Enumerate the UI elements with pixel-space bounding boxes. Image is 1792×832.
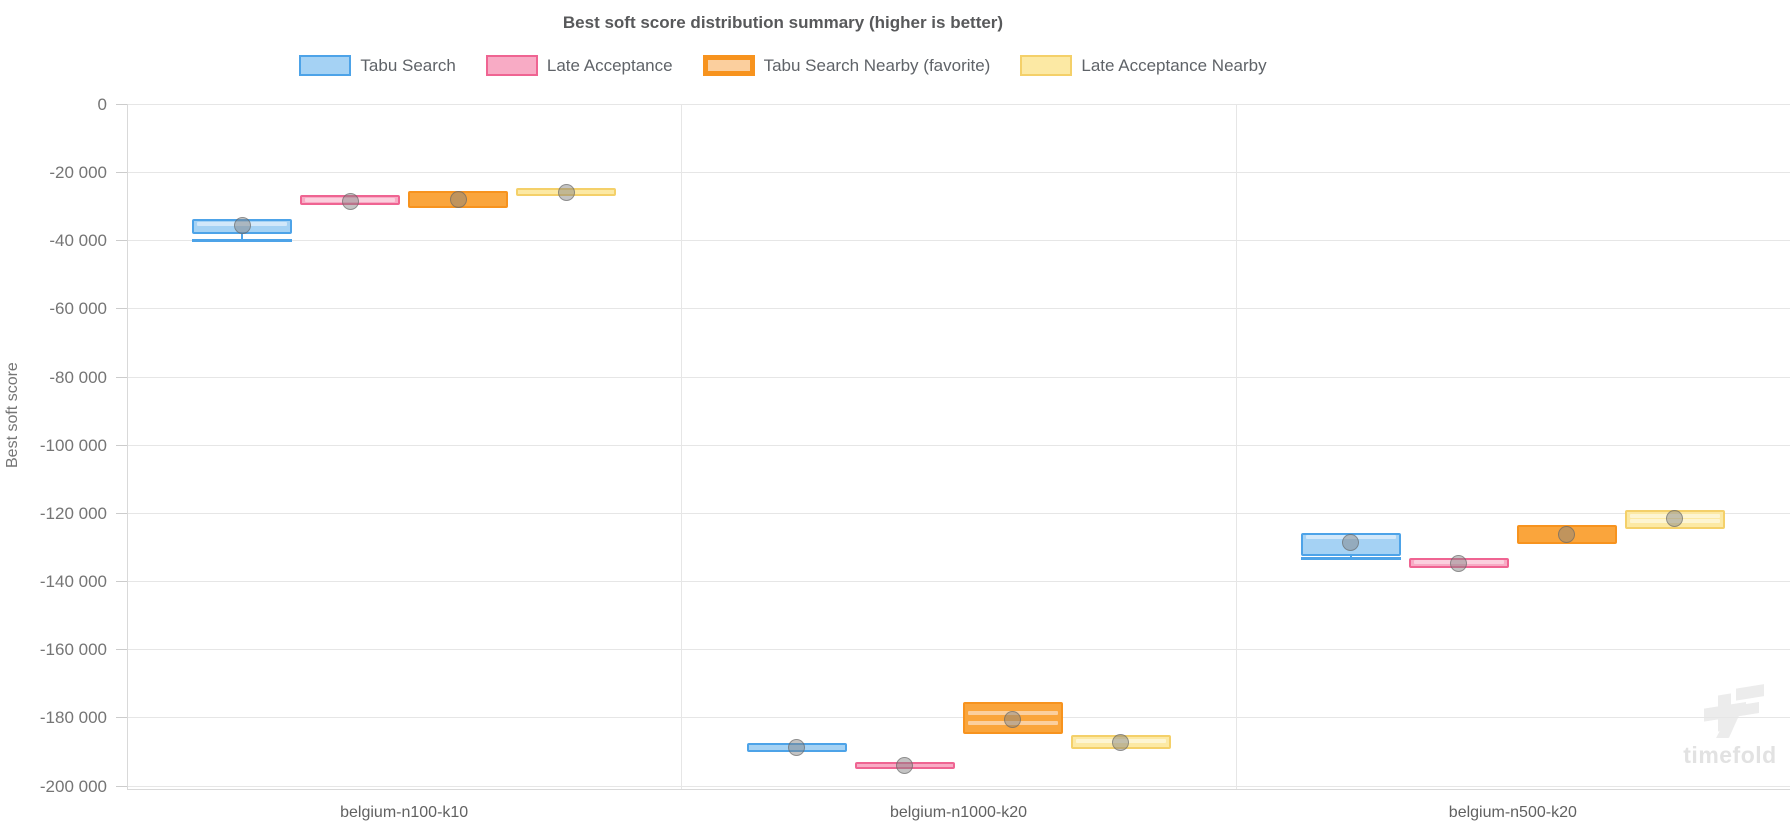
y-gridline — [127, 581, 1790, 583]
timefold-watermark: timefold — [1672, 676, 1788, 772]
legend-swatch-tabu-search-nearby-icon — [702, 55, 755, 76]
y-tick-label: -200 000 — [39, 776, 107, 796]
chart-header: Best soft score distribution summary (hi… — [0, 0, 1566, 81]
x-category-label: belgium-n500-k20 — [1448, 804, 1577, 821]
legend-label: Late Acceptance — [546, 55, 673, 75]
mean-dot-late-acceptance-belgium-n500-k20[interactable] — [1450, 554, 1468, 572]
y-gridline — [127, 444, 1790, 446]
box-min-line — [192, 238, 293, 242]
mean-dot-tabu-search-nearby-belgium-n500-k20[interactable] — [1558, 525, 1576, 543]
mean-dot-late-acceptance-nearby-belgium-n500-k20[interactable] — [1666, 510, 1684, 528]
legend-item-tabu-search[interactable]: Tabu Search — [299, 55, 456, 76]
y-axis-tick — [116, 376, 127, 378]
section-divider — [681, 104, 683, 790]
y-tick-label: -100 000 — [39, 435, 107, 455]
y-gridline — [127, 512, 1790, 514]
legend-label: Tabu Search Nearby (favorite) — [763, 55, 991, 75]
y-axis-tick — [116, 172, 127, 174]
mean-dot-late-acceptance-belgium-n1000-k20[interactable] — [896, 757, 913, 775]
legend-item-late-acceptance[interactable]: Late Acceptance — [485, 55, 673, 76]
legend-label: Late Acceptance Nearby — [1081, 55, 1267, 75]
y-axis-tick — [116, 717, 127, 719]
mean-dot-tabu-search-nearby-belgium-n100-k10[interactable] — [449, 190, 467, 208]
y-gridline — [127, 376, 1790, 378]
y-tick-label: -60 000 — [49, 299, 107, 319]
y-axis-tick — [116, 240, 127, 242]
y-gridline — [127, 308, 1790, 310]
legend-label: Tabu Search — [360, 55, 456, 75]
legend-swatch-late-acceptance-icon — [485, 55, 538, 76]
mean-dot-late-acceptance-belgium-n100-k10[interactable] — [341, 192, 359, 210]
timefold-logo-icon — [1704, 684, 1764, 738]
x-category-label: belgium-n1000-k20 — [890, 804, 1027, 821]
y-tick-label: -120 000 — [39, 503, 107, 523]
mean-dot-tabu-search-belgium-n1000-k20[interactable] — [788, 738, 805, 756]
y-tick-label: -180 000 — [39, 708, 107, 728]
y-axis-tick — [116, 444, 127, 446]
chart-title: Best soft score distribution summary (hi… — [562, 13, 1004, 32]
box-whisker-connector — [241, 234, 244, 239]
mean-dot-tabu-search-belgium-n100-k10[interactable] — [233, 217, 251, 235]
y-tick-label: -20 000 — [49, 163, 107, 183]
mean-dot-tabu-search-nearby-belgium-n1000-k20[interactable] — [1004, 710, 1021, 728]
y-axis-tick — [116, 512, 127, 514]
y-axis-tick — [116, 104, 127, 105]
y-axis-tick — [116, 785, 127, 787]
legend-swatch-tabu-search-icon — [299, 55, 352, 76]
y-gridline — [127, 104, 1790, 105]
y-gridline — [127, 785, 1790, 787]
y-tick-label: -140 000 — [39, 572, 107, 592]
y-axis-line — [127, 104, 128, 790]
section-divider — [1235, 104, 1237, 790]
y-axis-tick — [116, 308, 127, 310]
mean-dot-late-acceptance-nearby-belgium-n100-k10[interactable] — [557, 183, 575, 201]
y-tick-label: -160 000 — [39, 640, 107, 660]
x-category-label: belgium-n100-k10 — [340, 804, 469, 821]
y-tick-label: 0 — [97, 95, 107, 114]
y-gridline — [127, 172, 1790, 174]
legend-item-late-acceptance-nearby[interactable]: Late Acceptance Nearby — [1020, 55, 1267, 76]
legend-swatch-late-acceptance-nearby-icon — [1020, 55, 1073, 76]
y-gridline — [127, 240, 1790, 242]
y-axis-tick — [116, 649, 127, 651]
y-gridline — [127, 717, 1790, 719]
legend-item-tabu-search-nearby[interactable]: Tabu Search Nearby (favorite) — [702, 55, 991, 76]
mean-dot-tabu-search-belgium-n500-k20[interactable] — [1342, 534, 1360, 552]
x-axis-line — [127, 789, 1790, 790]
y-gridline — [127, 649, 1790, 651]
y-tick-label: -40 000 — [49, 231, 107, 251]
y-tick-label: -80 000 — [49, 367, 107, 387]
box-min-line — [1300, 556, 1401, 560]
y-axis-tick — [116, 581, 127, 583]
legend: Tabu Search Late Acceptance Tabu Search … — [299, 55, 1267, 76]
mean-dot-late-acceptance-nearby-belgium-n1000-k20[interactable] — [1112, 733, 1129, 751]
timefold-wordmark: timefold — [1683, 742, 1777, 768]
